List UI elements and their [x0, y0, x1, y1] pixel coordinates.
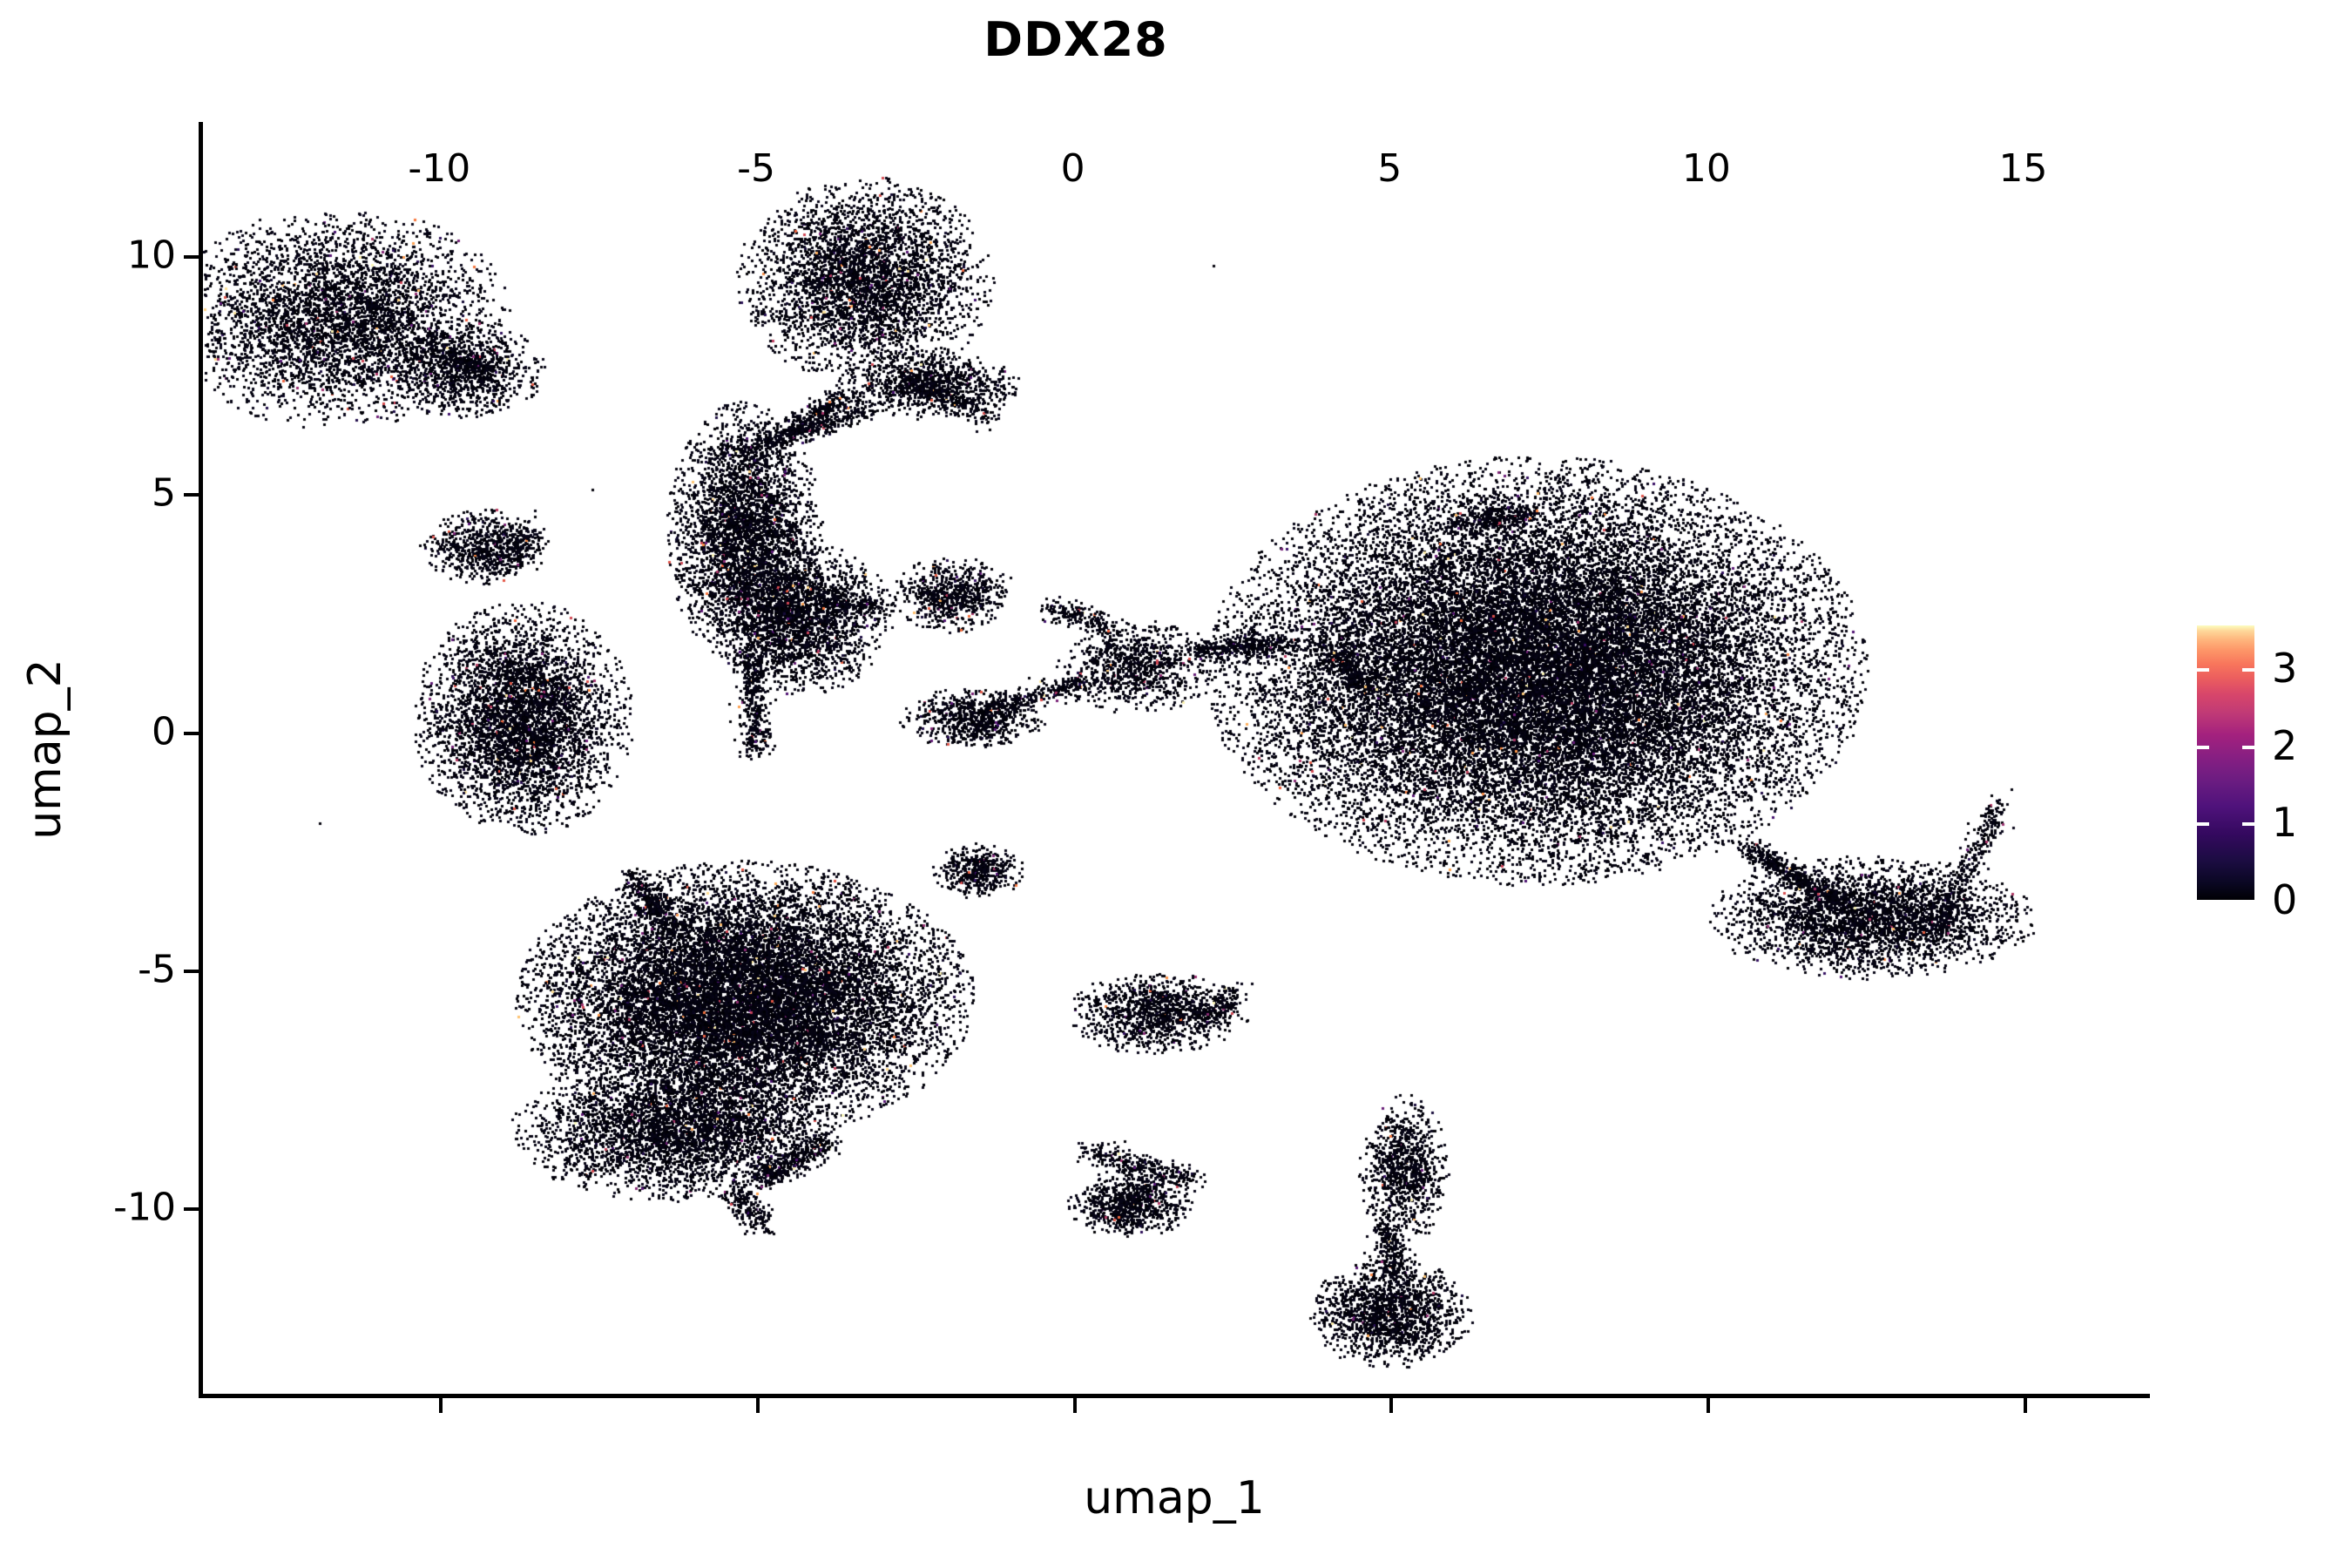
colorbar: 0 1 2 3	[2197, 625, 2297, 923]
x-tick-label: -5	[737, 146, 775, 191]
x-tick-mark	[756, 1398, 760, 1413]
colorbar-tick-mark	[2242, 822, 2254, 827]
colorbar-tick-mark	[2197, 667, 2209, 672]
colorbar-tick-mark	[2242, 745, 2254, 749]
x-axis-spine	[199, 1394, 2150, 1398]
x-tick-label: -10	[408, 146, 471, 191]
scatter-plot-canvas	[203, 122, 2150, 1398]
y-tick-mark	[184, 970, 199, 974]
x-tick-mark	[1072, 1398, 1077, 1413]
plot-axes: 10 5 0 -5 -10 -10 -5 0 5 10 15	[113, 122, 2150, 1413]
colorbar-gradient	[2197, 625, 2254, 900]
x-tick-mark	[1389, 1398, 1394, 1413]
y-tick-mark	[184, 255, 199, 260]
y-tick-label: 5	[152, 470, 176, 516]
colorbar-tick-mark	[2197, 900, 2209, 903]
colorbar-tick-label: 2	[2272, 721, 2298, 769]
colorbar-tick-mark	[2197, 745, 2209, 749]
x-tick-mark	[439, 1398, 443, 1413]
colorbar-tick-mark	[2242, 900, 2254, 903]
y-axis-spine	[199, 122, 203, 1398]
x-axis-label: umap_1	[1084, 1472, 1265, 1524]
colorbar-tick-label: 1	[2272, 799, 2298, 847]
y-tick-label: -10	[113, 1185, 176, 1230]
colorbar-tick-label: 3	[2272, 644, 2298, 692]
y-tick-mark	[184, 1207, 199, 1212]
x-tick-label: 0	[1060, 146, 1085, 191]
x-tick-label: 15	[1998, 146, 2048, 191]
y-tick-mark	[184, 493, 199, 497]
x-tick-label: 5	[1377, 146, 1402, 191]
y-axis-label: umap_2	[19, 659, 71, 840]
y-tick-mark	[184, 731, 199, 735]
x-tick-mark	[2023, 1398, 2027, 1413]
x-tick-mark	[1706, 1398, 1710, 1413]
colorbar-tick-label: 0	[2272, 876, 2298, 923]
colorbar-tick-mark	[2197, 822, 2209, 827]
colorbar-tick-mark	[2242, 667, 2254, 672]
y-tick-label: -5	[138, 947, 176, 992]
y-tick-label: 10	[127, 233, 176, 278]
x-tick-label: 10	[1681, 146, 1731, 191]
page-title: DDX28	[983, 12, 1168, 67]
y-tick-label: 0	[152, 709, 176, 754]
